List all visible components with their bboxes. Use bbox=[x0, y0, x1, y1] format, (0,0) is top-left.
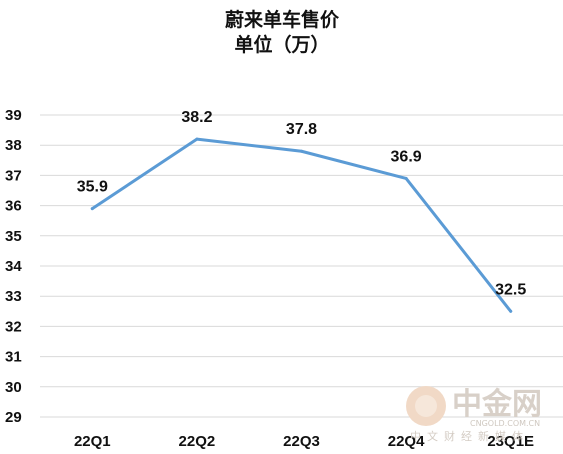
data-label: 35.9 bbox=[77, 179, 108, 196]
y-tick-label: 29 bbox=[5, 409, 22, 426]
y-tick-label: 30 bbox=[5, 379, 22, 396]
data-label: 32.5 bbox=[495, 281, 526, 298]
x-tick-label: 22Q2 bbox=[179, 433, 216, 450]
x-tick-label: 22Q1 bbox=[74, 433, 111, 450]
y-tick-label: 38 bbox=[5, 137, 22, 154]
x-axis-ticks: 22Q1 22Q2 22Q3 22Q4 23Q1E bbox=[74, 433, 534, 450]
x-tick-label: 22Q3 bbox=[283, 433, 320, 450]
chart-title: 蔚来单车售价 bbox=[225, 8, 340, 31]
y-tick-label: 37 bbox=[5, 167, 22, 184]
series-layer bbox=[90, 137, 513, 313]
watermark-tagline: 中文财经新媒体 bbox=[410, 429, 529, 443]
data-point bbox=[90, 207, 94, 211]
y-axis-ticks: 29 30 31 32 33 34 35 36 37 38 39 bbox=[5, 107, 22, 426]
y-tick-label: 33 bbox=[5, 288, 22, 305]
watermark-domain: CNGOLD.COM.CN bbox=[470, 419, 540, 428]
data-point bbox=[300, 149, 303, 153]
watermark-brand: 中金网 bbox=[452, 387, 542, 422]
data-label: 38.2 bbox=[181, 109, 212, 126]
data-point bbox=[404, 176, 408, 180]
y-tick-label: 34 bbox=[5, 258, 22, 275]
data-point bbox=[195, 137, 199, 141]
data-label: 37.8 bbox=[286, 121, 317, 138]
y-tick-label: 39 bbox=[5, 107, 22, 124]
watermark: 中金网 CNGOLD.COM.CN 中文财经新媒体 bbox=[406, 386, 542, 443]
grid-lines bbox=[40, 114, 563, 418]
watermark-logo-inner-icon bbox=[415, 395, 437, 417]
x-tick-label: 23Q1E bbox=[487, 433, 534, 450]
y-tick-label: 35 bbox=[5, 228, 22, 245]
data-label: 36.9 bbox=[391, 148, 422, 165]
data-point bbox=[509, 309, 513, 313]
x-tick-label: 22Q4 bbox=[388, 433, 425, 450]
y-tick-label: 31 bbox=[5, 349, 22, 366]
y-tick-label: 32 bbox=[5, 318, 22, 335]
series-line bbox=[90, 137, 513, 313]
y-tick-label: 36 bbox=[5, 198, 22, 215]
data-labels: 35.9 38.2 37.8 36.9 32.5 bbox=[77, 109, 527, 298]
chart-subtitle: 单位（万） bbox=[234, 33, 329, 56]
